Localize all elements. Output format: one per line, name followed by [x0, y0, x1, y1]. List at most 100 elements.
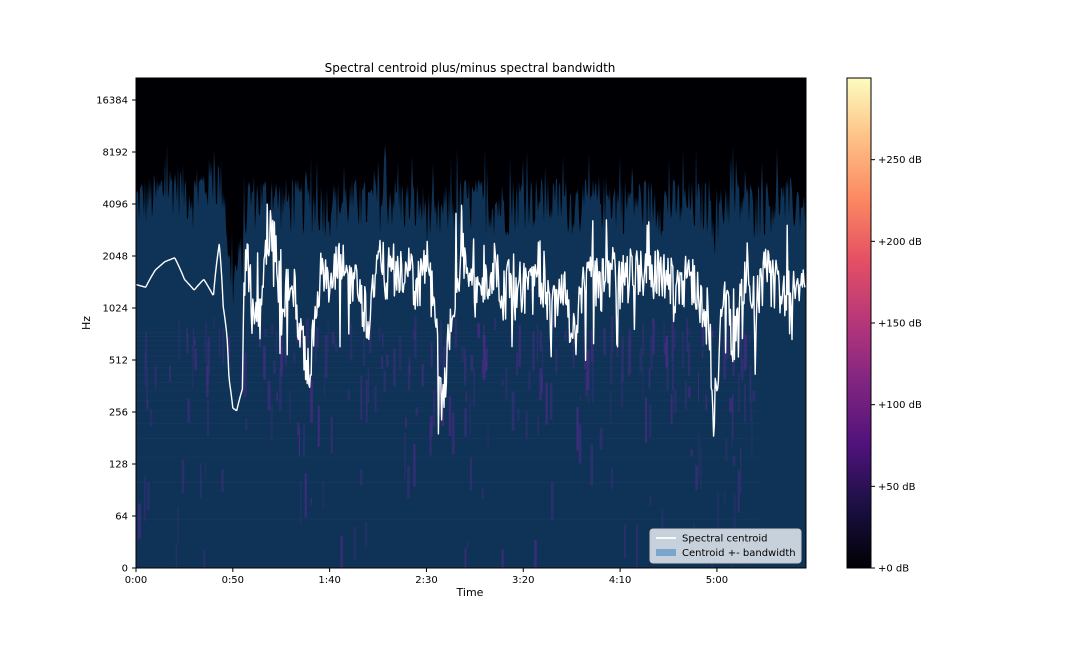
texture-streak — [227, 337, 230, 360]
texture-streak — [218, 327, 220, 358]
colorbar-gradient — [846, 77, 872, 569]
texture-streak — [408, 357, 411, 375]
texture-streak — [137, 503, 141, 539]
texture-streak — [267, 380, 271, 410]
texture-streak — [525, 411, 528, 440]
texture-streak — [687, 342, 691, 376]
texture-streak — [572, 341, 575, 369]
texture-streak — [516, 408, 520, 421]
texture-streak — [430, 341, 433, 367]
texture-streak — [263, 349, 266, 381]
texture-streak — [298, 429, 300, 456]
texture-streak — [705, 394, 708, 411]
texture-streak — [744, 383, 746, 423]
texture-streak — [407, 465, 410, 499]
texture-streak — [483, 335, 486, 381]
legend-box — [649, 528, 802, 564]
texture-streak — [473, 368, 475, 406]
x-tick-label: 0:50 — [222, 575, 244, 586]
texture-streak — [155, 363, 157, 385]
texture-streak — [464, 408, 467, 437]
texture-streak — [518, 325, 521, 367]
texture-streak — [686, 318, 688, 352]
texture-streak — [505, 368, 508, 400]
y-tick-label: 64 — [115, 512, 128, 523]
colorbar-tick-label: +250 dB — [878, 155, 922, 166]
texture-streak — [405, 417, 407, 428]
texture-streak — [144, 476, 146, 522]
texture-streak — [576, 407, 579, 451]
texture-streak — [536, 324, 538, 361]
texture-streak — [501, 379, 504, 387]
texture-streak — [642, 366, 644, 398]
texture-streak — [149, 409, 153, 427]
texture-streak — [367, 368, 369, 403]
texture-streak — [386, 354, 389, 367]
texture-streak — [555, 348, 558, 373]
texture-streak — [145, 332, 148, 369]
texture-streak — [243, 353, 247, 398]
texture-streak — [186, 334, 189, 354]
texture-streak — [727, 318, 729, 359]
texture-streak — [365, 380, 368, 423]
texture-streak — [661, 508, 664, 528]
texture-streak — [716, 491, 720, 529]
colorbar-tick-label: +50 dB — [878, 482, 916, 493]
texture-streak — [310, 381, 313, 423]
texture-streak — [673, 388, 675, 415]
texture-streak — [353, 526, 357, 560]
texture-streak — [178, 319, 180, 360]
texture-streak — [737, 470, 740, 513]
texture-streak — [464, 548, 467, 568]
texture-streak — [335, 343, 338, 352]
texture-streak — [327, 319, 329, 354]
texture-streak — [194, 348, 197, 371]
texture-streak — [623, 524, 627, 559]
texture-streak — [404, 432, 406, 479]
texture-streak — [516, 352, 519, 376]
texture-streak — [690, 448, 693, 457]
texture-streak — [731, 394, 734, 439]
legend: Spectral centroid Centroid +- bandwidth — [649, 528, 802, 564]
texture-streak — [481, 359, 484, 378]
texture-streak — [700, 447, 702, 489]
texture-streak — [284, 348, 288, 366]
texture-streak — [532, 331, 535, 371]
texture-streak — [181, 459, 185, 494]
texture-streak — [481, 488, 484, 498]
centroid-line — [136, 203, 806, 437]
texture-streak — [470, 457, 472, 491]
texture-streak — [564, 330, 567, 341]
texture-streak — [687, 327, 691, 336]
texture-streak — [307, 318, 309, 353]
texture-streak — [280, 336, 283, 371]
y-tick-label: 2048 — [103, 252, 128, 263]
texture-streak — [511, 391, 515, 431]
x-tick-label: 2:30 — [415, 575, 437, 586]
texture-streak — [324, 369, 326, 398]
y-tick-label: 1024 — [103, 304, 128, 315]
texture-streak — [301, 332, 304, 348]
texture-streak — [448, 396, 452, 436]
colorbar-tick-label: +200 dB — [878, 237, 922, 248]
texture-streak — [204, 321, 208, 363]
texture-streak — [649, 495, 652, 506]
texture-streak — [203, 549, 205, 568]
texture-streak — [363, 337, 365, 367]
texture-streak — [222, 328, 225, 365]
texture-streak — [322, 480, 325, 509]
x-tick-label: 5:00 — [706, 575, 728, 586]
texture-streak — [590, 329, 594, 362]
texture-streak — [330, 416, 333, 454]
texture-streak — [442, 346, 446, 379]
texture-streak — [414, 316, 417, 358]
texture-streak — [229, 333, 231, 373]
texture-streak — [695, 465, 698, 490]
texture-streak — [413, 443, 416, 487]
texture-streak — [264, 329, 267, 337]
texture-streak — [672, 363, 674, 391]
texture-streak — [590, 444, 594, 486]
y-tick-label: 16384 — [96, 96, 128, 107]
texture-streak — [665, 335, 668, 368]
